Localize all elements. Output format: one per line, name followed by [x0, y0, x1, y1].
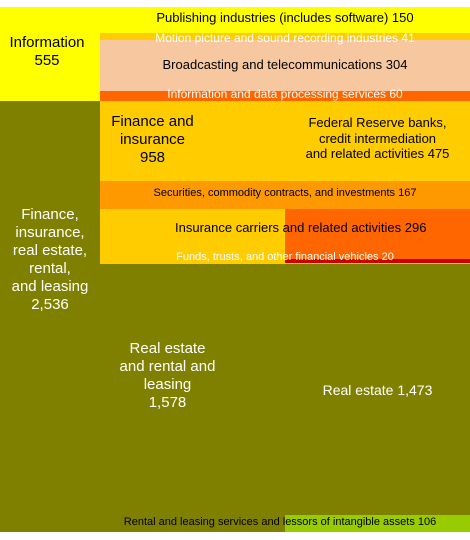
- data-processing-label: Information and data processing services…: [167, 87, 403, 101]
- motion-picture-label: Motion picture and sound recording indus…: [155, 31, 415, 45]
- rental-leasing-label: Rental and leasing services and lessors …: [123, 516, 437, 528]
- insurance-carriers-cell: [285, 209, 470, 259]
- broadcasting-cell: [100, 40, 470, 91]
- publishing-cell: [100, 7, 470, 33]
- securities-label: Securities, commodity contracts, and inv…: [153, 187, 417, 199]
- information-label: Information 555: [9, 34, 85, 69]
- data-processing-cell: [100, 91, 470, 101]
- rental-leasing-cell: [285, 515, 470, 532]
- real-estate-rental-label: Real estate and rental and leasing 1,578: [119, 340, 216, 411]
- publishing-label: Publishing industries (includes software…: [156, 10, 414, 25]
- insurance-carriers-label: Insurance carriers and related activitie…: [175, 220, 427, 235]
- motion-picture-cell: [100, 33, 470, 40]
- real-estate-label: Real estate 1,473: [322, 382, 433, 398]
- securities-cell: [100, 181, 470, 209]
- fire-label: Finance, insurance, real estate, rental,…: [11, 206, 89, 313]
- funds-label: Funds, trusts, and other financial vehic…: [176, 251, 394, 263]
- funds-cell: [285, 259, 470, 263]
- federal-reserve-label: Federal Reserve banks, credit intermedia…: [305, 115, 450, 162]
- broadcasting-label: Broadcasting and telecommunications 304: [162, 57, 408, 72]
- finance-insurance-label: Finance and insurance 958: [111, 113, 194, 166]
